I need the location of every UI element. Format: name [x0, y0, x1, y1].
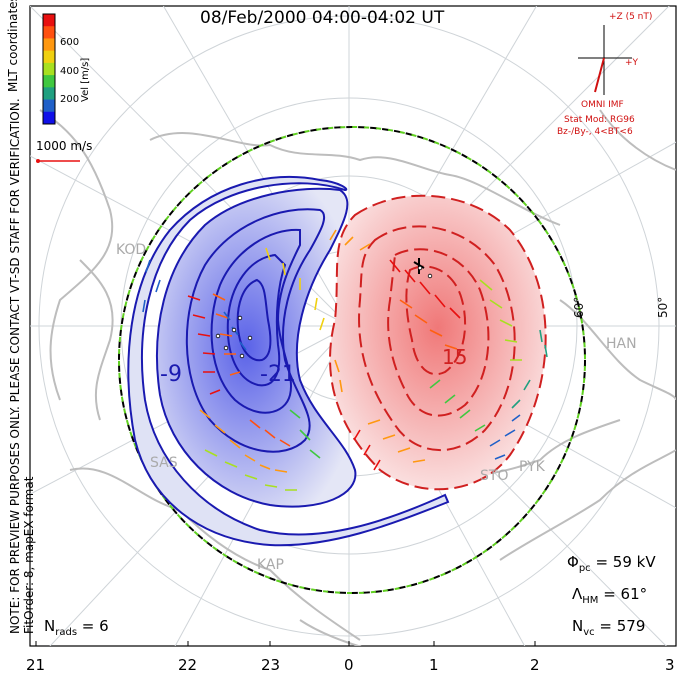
mlt-tick-23: 23	[261, 656, 281, 674]
contour-label-minus9: -9	[160, 362, 182, 387]
colorbar-tick-400: 400	[60, 66, 80, 77]
mlt-tick-1: 1	[429, 656, 439, 674]
colorbar-label: Vel [m/s]	[80, 57, 91, 102]
stat-n-rads: Nrads = 6	[44, 617, 109, 638]
positive-cell	[329, 194, 547, 491]
colorbar-border	[42, 13, 56, 125]
station-kod: KOD	[116, 242, 147, 258]
station-sto: STO	[480, 468, 509, 484]
stat-n-vc-value: 579	[616, 617, 646, 635]
latitude-label-60: 60°	[572, 296, 586, 318]
colorbar-segment	[43, 50, 55, 64]
imf-source: OMNI IMF	[581, 100, 624, 110]
preview-note: NOTE: FOR PREVIEW PURPOSES ONLY. PLEASE …	[8, 98, 22, 634]
imf-stat-mod: Stat Mod: RG96	[564, 115, 635, 125]
contour-label-15: 15	[442, 345, 468, 369]
stat-lambda-hm: ΛHM = 61°	[572, 585, 648, 606]
latitude-label-50: 50°	[656, 296, 670, 318]
contour-label-minus21: -21	[260, 362, 296, 387]
mlt-tick-21: 21	[26, 656, 46, 674]
colorbar-tick-600: 600	[60, 37, 80, 48]
colorbar-segment	[43, 38, 55, 52]
fit-order: FitOrder: 8, mapEX format	[22, 476, 36, 634]
velocity-vectors	[142, 229, 548, 491]
colorbar-segment	[43, 26, 55, 39]
coordinate-label: MLT coordinates	[6, 0, 20, 92]
stat-phi-pc-value: 59 kV	[612, 553, 656, 571]
mlt-tick-22: 22	[178, 656, 198, 674]
imf-condition: Bz-/By-, 4<BT<6	[557, 127, 633, 137]
negative-cell	[127, 176, 450, 547]
imf-bz-label: +Z (5 nT)	[609, 12, 653, 22]
colorbar-segment	[43, 111, 55, 125]
hm-boundary	[118, 126, 586, 594]
mlt-tick-0: 0	[344, 656, 354, 674]
stat-lambda-hm-value: 61°	[620, 585, 648, 603]
velocity-colorbar	[42, 13, 56, 125]
stat-n-vc: Nvc = 579	[572, 617, 646, 638]
mlt-tick-3: 3	[665, 656, 675, 674]
mlt-axis-ticks	[35, 641, 677, 646]
imf-by-label: +Y	[625, 58, 639, 68]
colorbar-segment	[43, 99, 55, 113]
vector-dots	[215, 265, 433, 359]
station-sas: SAS	[150, 455, 178, 471]
station-han: HAN	[606, 336, 637, 352]
stat-n-rads-value: 6	[99, 617, 109, 635]
colorbar-tick-200: 200	[60, 94, 80, 105]
map-title: 08/Feb/2000 04:00-04:02 UT	[200, 8, 445, 28]
colorbar-segment	[43, 75, 55, 88]
station-kap: KAP	[257, 557, 284, 573]
station-pyk: PYK	[519, 459, 545, 475]
coastlines	[39, 109, 676, 646]
imf-dial	[578, 25, 632, 95]
mlt-tick-2: 2	[530, 656, 540, 674]
colorbar-segment	[43, 14, 55, 27]
vector-scale-label: 1000 m/s	[36, 139, 93, 153]
colorbar-segment	[43, 87, 55, 101]
stat-phi-pc: Φpc = 59 kV	[567, 553, 656, 574]
colorbar-segment	[43, 62, 55, 76]
